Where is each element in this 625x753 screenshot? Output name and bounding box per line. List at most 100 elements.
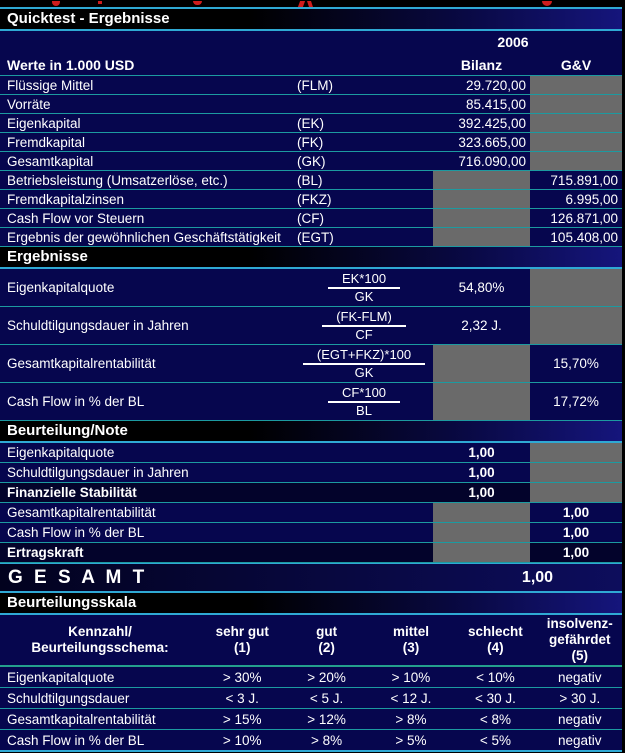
total-row: G E S A M T 1,00 xyxy=(0,563,622,593)
section-bar-beurteilungsskala: Beurteilungsskala xyxy=(0,593,622,615)
row-label: Cash Flow in % der BL xyxy=(7,732,145,748)
column-header-row: Werte in 1.000 USD Bilanz G&V xyxy=(0,54,622,76)
gv-result-cell: 17,72% xyxy=(553,394,599,409)
formula-numerator: EK*100 xyxy=(327,271,401,289)
table-row: Fremdkapital (FK) 323.665,00 xyxy=(0,133,622,152)
row-label: Gesamtkapitalrentabilität xyxy=(7,356,156,371)
formula-denominator: GK xyxy=(354,288,374,304)
bilanz-na-cell xyxy=(433,171,530,189)
scale-cell: < 5 J. xyxy=(309,690,344,706)
scale-cell: > 8% xyxy=(395,711,427,727)
scale-cell: > 12% xyxy=(307,711,346,727)
scale-header-mittel: mittel (3) xyxy=(392,624,429,655)
scale-cell: > 8% xyxy=(311,732,343,748)
gv-score-cell: 1,00 xyxy=(562,505,590,520)
bilanz-value-cell[interactable]: 85.415,00 xyxy=(465,96,526,112)
rating-row: Schuldtilgungsdauer in Jahren 1,00 xyxy=(0,463,622,483)
scale-row: Cash Flow in % der BL > 10% > 8% > 5% < … xyxy=(0,730,622,752)
scale-cell: negativ xyxy=(558,732,602,748)
formula-denominator: BL xyxy=(356,402,372,418)
scale-header-insolvenz: insolvenz- gefährdet (5) xyxy=(546,616,613,663)
bilanz-value-cell[interactable]: 323.665,00 xyxy=(458,134,526,150)
row-label: Ergebnis der gewöhnlichen Geschäftstätig… xyxy=(7,229,281,245)
gv-value-cell[interactable]: 6.995,00 xyxy=(565,191,618,207)
red-text-artifact xyxy=(193,1,202,5)
bilanz-value-cell[interactable]: 29.720,00 xyxy=(465,77,526,93)
row-abbr: (FLM) xyxy=(297,77,333,93)
gv-na-cell xyxy=(530,76,622,94)
gv-na-cell xyxy=(530,152,622,170)
total-label: G E S A M T xyxy=(8,566,148,588)
row-label: Gesamtkapital xyxy=(7,153,94,169)
section-title: Beurteilung/Note xyxy=(7,421,128,439)
scale-cell: < 5% xyxy=(479,732,511,748)
formula-numerator: CF*100 xyxy=(327,385,401,403)
red-text-artifact xyxy=(307,1,313,7)
rating-subtotal-row: Finanzielle Stabilität 1,00 xyxy=(0,483,622,503)
total-score: 1,00 xyxy=(521,568,554,586)
formula-numerator: (FK-FLM) xyxy=(322,309,406,327)
table-row: Ergebnis der gewöhnlichen Geschäftstätig… xyxy=(0,228,622,247)
row-label: Gesamtkapitalrentabilität xyxy=(7,505,156,520)
ratio-row: Eigenkapitalquote EK*100 GK 54,80% xyxy=(0,269,622,307)
bilanz-value-cell[interactable]: 716.090,00 xyxy=(458,153,526,169)
bilanz-score-cell: 1,00 xyxy=(468,445,495,460)
bilanz-result-cell: 54,80% xyxy=(458,280,505,295)
row-label: Eigenkapitalquote xyxy=(7,669,115,685)
gv-result-cell: 15,70% xyxy=(553,356,599,371)
gv-score-cell: 1,00 xyxy=(562,525,590,540)
row-label: Schuldtilgungsdauer xyxy=(7,690,130,706)
bilanz-na-cell xyxy=(433,543,530,562)
scale-cell: > 20% xyxy=(307,669,346,685)
scale-cell: < 12 J. xyxy=(390,690,432,706)
gv-score-cell: 1,00 xyxy=(562,545,590,560)
gv-na-cell xyxy=(530,95,622,113)
bilanz-na-cell xyxy=(433,190,530,208)
bilanz-na-cell xyxy=(433,523,530,542)
row-label: Flüssige Mittel xyxy=(7,77,94,93)
row-label: Schuldtilgungsdauer in Jahren xyxy=(7,465,189,480)
formula-fraction: (FK-FLM) CF xyxy=(295,309,433,343)
scale-header-gut: gut (2) xyxy=(316,624,338,655)
table-row: Eigenkapital (EK) 392.425,00 xyxy=(0,114,622,133)
rating-row: Cash Flow in % der BL 1,00 xyxy=(0,523,622,543)
gv-value-cell[interactable]: 105.408,00 xyxy=(550,229,618,245)
cropped-title-strip xyxy=(0,0,622,9)
gv-na-cell xyxy=(530,114,622,132)
section-title: Beurteilungsskala xyxy=(7,593,137,611)
table-row: Gesamtkapital (GK) 716.090,00 xyxy=(0,152,622,171)
year-header-row: 2006 xyxy=(0,31,622,54)
row-label: Finanzielle Stabilität xyxy=(7,485,137,500)
gv-value-cell[interactable]: 126.871,00 xyxy=(550,210,618,226)
bilanz-value-cell[interactable]: 392.425,00 xyxy=(458,115,526,131)
scale-header-label: Kennzahl/ Beurteilungsschema: xyxy=(31,624,169,655)
row-label: Eigenkapital xyxy=(7,115,81,131)
row-label: Eigenkapitalquote xyxy=(7,445,115,460)
row-abbr: (FK) xyxy=(297,134,324,150)
ratio-row: Schuldtilgungsdauer in Jahren (FK-FLM) CF… xyxy=(0,307,622,345)
row-label: Betriebsleistung (Umsatzerlöse, etc.) xyxy=(7,172,228,188)
row-abbr: (BL) xyxy=(297,172,323,188)
values-unit-label: Werte in 1.000 USD xyxy=(7,56,135,73)
scale-header-row: Kennzahl/ Beurteilungsschema: sehr gut (… xyxy=(0,615,622,667)
row-label: Cash Flow in % der BL xyxy=(7,525,145,540)
scale-cell: > 10% xyxy=(222,732,262,748)
gv-na-cell xyxy=(530,133,622,151)
section-title: Ergebnisse xyxy=(7,247,88,265)
formula-denominator: GK xyxy=(354,364,374,380)
bilanz-result-cell: 2,32 J. xyxy=(461,318,502,333)
gv-value-cell[interactable]: 715.891,00 xyxy=(550,172,618,188)
ratio-row: Gesamtkapitalrentabilität (EGT+FKZ)*100 G… xyxy=(0,345,622,383)
row-label: Schuldtilgungsdauer in Jahren xyxy=(7,318,189,333)
scale-header-schlecht: schlecht (4) xyxy=(468,624,523,655)
bilanz-na-cell xyxy=(433,503,530,522)
column-header-bilanz: Bilanz xyxy=(460,56,503,73)
section-bar-beurteilung: Beurteilung/Note xyxy=(0,421,622,443)
formula-fraction: CF*100 BL xyxy=(295,385,433,419)
column-header-gv: G&V xyxy=(560,56,592,73)
formula-fraction: (EGT+FKZ)*100 GK xyxy=(295,347,433,381)
scale-cell: < 10% xyxy=(476,669,515,685)
bilanz-na-cell xyxy=(433,228,530,246)
section-bar-ergebnisse: Ergebnisse xyxy=(0,247,622,269)
row-label: Eigenkapitalquote xyxy=(7,280,115,295)
